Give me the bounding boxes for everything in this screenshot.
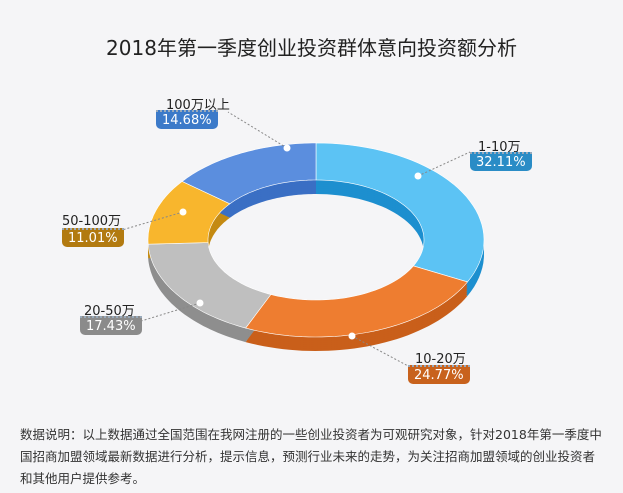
slice-10-20 (245, 265, 469, 338)
label-category-50-100: 50-100万 (62, 214, 122, 229)
leader-line-1-10 (417, 151, 471, 177)
slice-marker-dot-50-100 (179, 208, 187, 216)
slice-100plus (181, 142, 317, 205)
slice-marker-dot-20-50 (196, 299, 204, 307)
slice-marker-dot-10-20 (348, 332, 356, 340)
label-category-100plus: 100万以上 (166, 98, 230, 113)
label-category-20-50: 20-50万 (84, 304, 135, 319)
label-category-1-10: 1-10万 (478, 140, 521, 155)
leader-line-20-50 (137, 302, 201, 323)
label-value-1-10: 32.11% (470, 152, 532, 171)
data-note: 数据说明：以上数据通过全国范围在我网注册的一些创业投资者为可观研究对象，针对20… (20, 427, 602, 486)
slice-marker-dot-1-10 (414, 172, 422, 180)
leader-line-100plus (227, 111, 288, 149)
leader-line-50-100 (121, 211, 184, 231)
label-value-20-50: 17.43% (80, 316, 142, 335)
label-value-50-100: 11.01% (62, 228, 124, 247)
label-value-100plus: 14.68% (156, 110, 218, 129)
slice-marker-dot-100plus (283, 144, 291, 152)
label-value-10-20: 24.77% (408, 365, 470, 384)
label-category-10-20: 10-20万 (415, 352, 466, 367)
chart-title: 2018年第一季度创业投资群体意向投资额分析 (106, 36, 517, 60)
leader-line-10-20 (351, 335, 411, 368)
